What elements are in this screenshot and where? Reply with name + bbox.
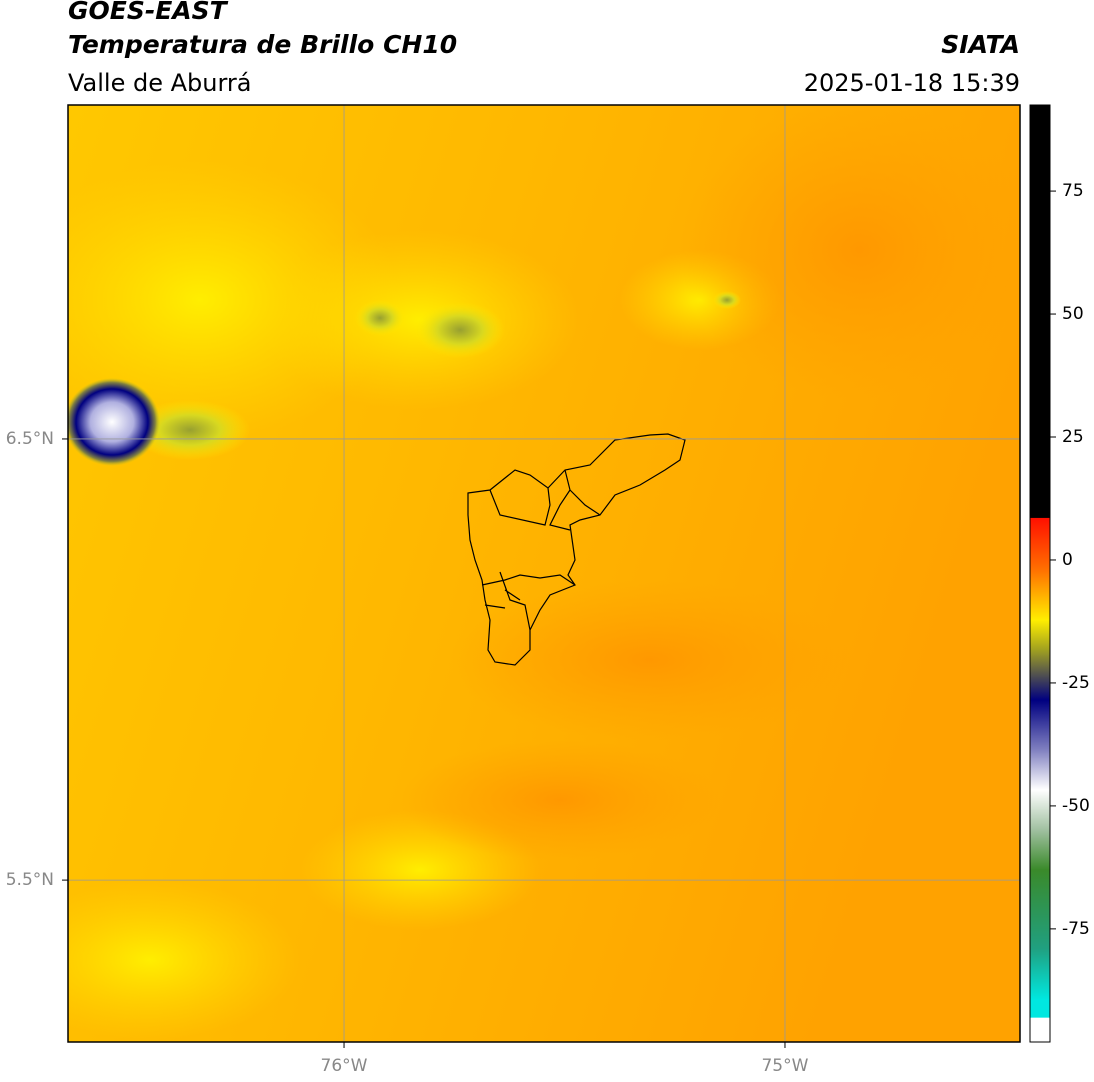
- title: GOES-EAST: [68, 0, 229, 25]
- colorbar-tick-label: 0: [1062, 550, 1073, 570]
- x-tick-label: 75°W: [761, 1056, 808, 1076]
- colorbar-tick-label: 50: [1062, 304, 1084, 324]
- source: SIATA: [941, 30, 1020, 59]
- colorbar-tick-label: 25: [1062, 427, 1084, 447]
- colorbar-tick-label: -25: [1062, 673, 1090, 693]
- datetime: 2025-01-18 15:39: [804, 69, 1020, 97]
- map-frame: [67, 104, 1021, 1043]
- municipal-boundaries: [467, 433, 686, 666]
- colorbar: [1029, 104, 1051, 1043]
- graticule: [68, 105, 1020, 1042]
- map-field: [68, 105, 1020, 1042]
- colorbar-tick-label: -75: [1062, 919, 1090, 939]
- colorbar-tick-label: 75: [1062, 181, 1084, 201]
- region: Valle de Aburrá: [68, 69, 252, 97]
- x-tick-label: 76°W: [321, 1056, 368, 1076]
- subtitle: Temperatura de Brillo CH10: [68, 30, 457, 59]
- colorbar-tick-label: -50: [1062, 796, 1090, 816]
- y-tick-label: 6.5°N: [6, 429, 54, 449]
- y-tick-label: 5.5°N: [6, 870, 54, 890]
